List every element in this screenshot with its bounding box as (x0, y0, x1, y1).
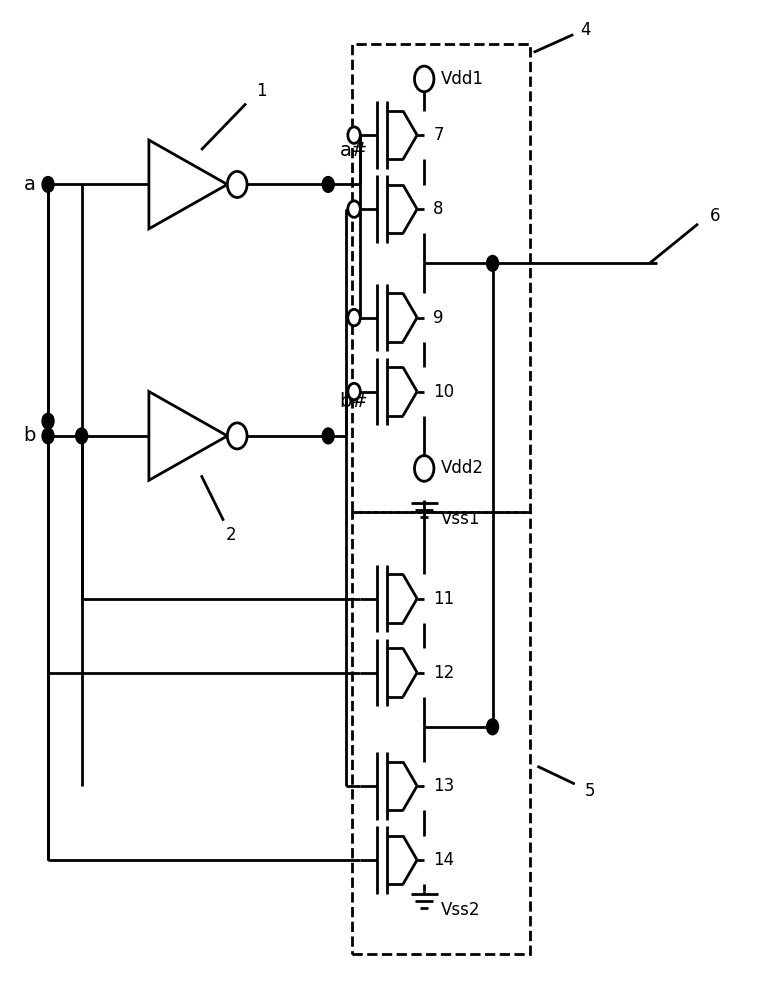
Text: Vdd2: Vdd2 (441, 459, 484, 477)
Text: b#: b# (339, 392, 368, 411)
Text: 4: 4 (581, 21, 591, 39)
Circle shape (348, 383, 360, 400)
Text: a#: a# (339, 141, 368, 160)
Text: 2: 2 (226, 526, 237, 544)
Circle shape (42, 428, 54, 444)
Circle shape (348, 127, 360, 143)
Circle shape (42, 177, 54, 192)
Text: 12: 12 (433, 664, 454, 682)
Circle shape (486, 255, 498, 271)
Circle shape (322, 177, 334, 192)
Text: 7: 7 (433, 126, 444, 144)
Text: a: a (24, 175, 35, 194)
Text: 1: 1 (256, 82, 266, 100)
Text: 10: 10 (433, 383, 454, 401)
Circle shape (486, 719, 498, 735)
Circle shape (75, 428, 88, 444)
Circle shape (348, 309, 360, 326)
Text: Vdd1: Vdd1 (441, 70, 484, 88)
Text: 5: 5 (584, 782, 595, 800)
Circle shape (415, 456, 434, 481)
Text: Vss2: Vss2 (441, 901, 480, 919)
Circle shape (322, 428, 334, 444)
Text: 9: 9 (433, 309, 444, 327)
Circle shape (415, 66, 434, 92)
Text: 8: 8 (433, 200, 444, 218)
Text: Vss1: Vss1 (441, 510, 480, 528)
Text: 11: 11 (433, 590, 454, 608)
Circle shape (348, 201, 360, 217)
Text: 14: 14 (433, 851, 454, 869)
Circle shape (228, 423, 247, 449)
Circle shape (42, 413, 54, 429)
Circle shape (228, 171, 247, 197)
Bar (352, 44, 530, 512)
Text: b: b (23, 426, 36, 445)
Text: 6: 6 (710, 207, 721, 225)
Text: 13: 13 (433, 777, 454, 795)
Bar (352, 512, 530, 954)
